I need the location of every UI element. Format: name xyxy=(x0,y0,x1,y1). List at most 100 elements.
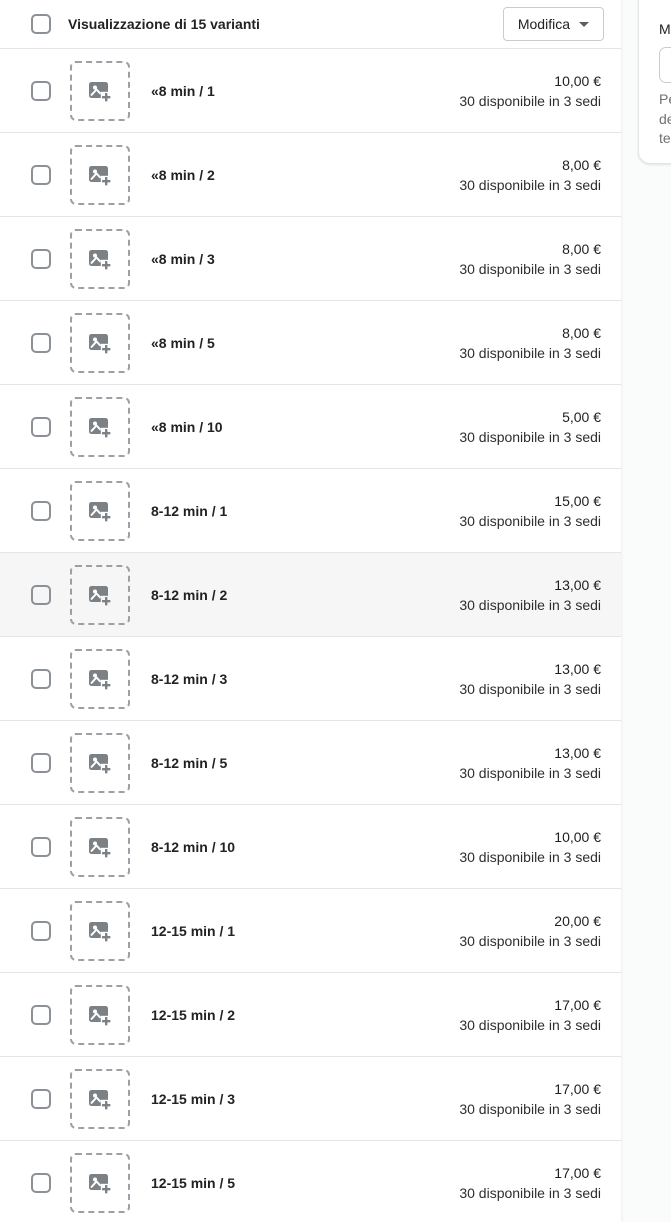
variant-details: 10,00 € 30 disponibile in 3 sedi xyxy=(459,827,601,867)
variant-row: 8-12 min / 1 15,00 € 30 disponibile in 3… xyxy=(0,468,621,552)
variant-name[interactable]: 8-12 min / 1 xyxy=(151,502,228,519)
variant-checkbox[interactable] xyxy=(31,500,51,521)
variant-name[interactable]: «8 min / 1 xyxy=(151,82,215,99)
variant-price: 17,00 € xyxy=(554,1080,601,1097)
select-all-checkbox[interactable] xyxy=(31,14,51,34)
variant-checkbox[interactable] xyxy=(31,1172,51,1193)
variant-price: 15,00 € xyxy=(554,492,601,509)
variant-row: «8 min / 5 8,00 € 30 disponibile in 3 se… xyxy=(0,300,621,384)
add-variant-image-dropzone[interactable] xyxy=(70,60,130,121)
variant-availability: 30 disponibile in 3 sedi xyxy=(459,260,601,277)
variant-checkbox[interactable] xyxy=(31,752,51,773)
variant-name[interactable]: 12-15 min / 2 xyxy=(151,1006,236,1023)
variant-availability: 30 disponibile in 3 sedi xyxy=(459,596,601,613)
variant-name[interactable]: 12-15 min / 5 xyxy=(151,1174,236,1191)
variant-price: 17,00 € xyxy=(554,996,601,1013)
variant-price: 13,00 € xyxy=(554,576,601,593)
chevron-down-icon xyxy=(579,21,589,27)
variant-price: 20,00 € xyxy=(554,912,601,929)
variant-name[interactable]: 8-12 min / 3 xyxy=(151,670,228,687)
variant-checkbox[interactable] xyxy=(31,332,51,353)
variant-row: «8 min / 10 5,00 € 30 disponibile in 3 s… xyxy=(0,384,621,468)
add-image-icon xyxy=(89,921,113,944)
variant-availability: 30 disponibile in 3 sedi xyxy=(459,848,601,865)
variant-details: 15,00 € 30 disponibile in 3 sedi xyxy=(459,491,601,531)
variant-details: 20,00 € 30 disponibile in 3 sedi xyxy=(459,911,601,951)
variant-name[interactable]: «8 min / 5 xyxy=(151,334,215,351)
variant-price: 17,00 € xyxy=(554,1164,601,1181)
variant-name[interactable]: 12-15 min / 3 xyxy=(151,1090,236,1107)
variant-row: 12-15 min / 2 17,00 € 30 disponibile in … xyxy=(0,972,621,1056)
variant-name[interactable]: «8 min / 10 xyxy=(151,418,223,435)
variant-checkbox[interactable] xyxy=(31,584,51,605)
variants-panel: Visualizzazione di 15 varianti Modifica … xyxy=(0,7,621,1222)
add-variant-image-dropzone[interactable] xyxy=(70,228,130,289)
variant-checkbox[interactable] xyxy=(31,164,51,185)
variant-checkbox[interactable] xyxy=(31,248,51,269)
variant-price: 10,00 € xyxy=(554,828,601,845)
variant-details: 8,00 € 30 disponibile in 3 sedi xyxy=(459,323,601,363)
variant-availability: 30 disponibile in 3 sedi xyxy=(459,344,601,361)
variant-details: 17,00 € 30 disponibile in 3 sedi xyxy=(459,995,601,1035)
variant-price: 5,00 € xyxy=(562,408,601,425)
variant-availability: 30 disponibile in 3 sedi xyxy=(459,1016,601,1033)
add-variant-image-dropzone[interactable] xyxy=(70,1068,130,1129)
edit-button-label: Modifica xyxy=(517,16,570,32)
variant-row: 12-15 min / 5 17,00 € 30 disponibile in … xyxy=(0,1140,621,1222)
variant-details: 8,00 € 30 disponibile in 3 sedi xyxy=(459,239,601,279)
add-variant-image-dropzone[interactable] xyxy=(70,396,130,457)
variant-availability: 30 disponibile in 3 sedi xyxy=(459,92,601,109)
variant-name[interactable]: 8-12 min / 5 xyxy=(151,754,228,771)
add-image-icon xyxy=(89,1089,113,1112)
variant-availability: 30 disponibile in 3 sedi xyxy=(459,1100,601,1117)
add-variant-image-dropzone[interactable] xyxy=(70,564,130,625)
variant-checkbox[interactable] xyxy=(31,920,51,941)
add-image-icon xyxy=(89,753,113,776)
variant-checkbox[interactable] xyxy=(31,836,51,857)
add-image-icon xyxy=(89,1005,113,1028)
add-variant-image-dropzone[interactable] xyxy=(70,1152,130,1213)
variant-details: 10,00 € 30 disponibile in 3 sedi xyxy=(459,71,601,111)
side-card-input[interactable] xyxy=(659,47,671,83)
side-card-helper-text: Pe de te xyxy=(659,91,671,146)
variant-name[interactable]: 8-12 min / 2 xyxy=(151,586,228,603)
add-variant-image-dropzone[interactable] xyxy=(70,900,130,961)
variants-count-title: Visualizzazione di 15 varianti xyxy=(68,16,260,32)
variant-row: «8 min / 3 8,00 € 30 disponibile in 3 se… xyxy=(0,216,621,300)
add-variant-image-dropzone[interactable] xyxy=(70,312,130,373)
add-variant-image-dropzone[interactable] xyxy=(70,144,130,205)
variant-name[interactable]: «8 min / 3 xyxy=(151,250,215,267)
variant-row: 8-12 min / 2 13,00 € 30 disponibile in 3… xyxy=(0,552,621,636)
add-image-icon xyxy=(89,417,113,440)
variant-availability: 30 disponibile in 3 sedi xyxy=(459,512,601,529)
variant-details: 13,00 € 30 disponibile in 3 sedi xyxy=(459,743,601,783)
add-variant-image-dropzone[interactable] xyxy=(70,648,130,709)
variant-details: 5,00 € 30 disponibile in 3 sedi xyxy=(459,407,601,447)
variant-row: 8-12 min / 3 13,00 € 30 disponibile in 3… xyxy=(0,636,621,720)
edit-dropdown-button[interactable]: Modifica xyxy=(502,7,604,41)
variant-price: 8,00 € xyxy=(562,156,601,173)
add-image-icon xyxy=(89,669,113,692)
variant-checkbox[interactable] xyxy=(31,1088,51,1109)
variant-checkbox[interactable] xyxy=(31,668,51,689)
add-variant-image-dropzone[interactable] xyxy=(70,816,130,877)
variant-checkbox[interactable] xyxy=(31,416,51,437)
variant-row: «8 min / 2 8,00 € 30 disponibile in 3 se… xyxy=(0,132,621,216)
add-variant-image-dropzone[interactable] xyxy=(70,480,130,541)
variant-name[interactable]: «8 min / 2 xyxy=(151,166,215,183)
variant-details: 8,00 € 30 disponibile in 3 sedi xyxy=(459,155,601,195)
variant-checkbox[interactable] xyxy=(31,80,51,101)
variant-details: 13,00 € 30 disponibile in 3 sedi xyxy=(459,575,601,615)
add-image-icon xyxy=(89,585,113,608)
variant-row: 12-15 min / 1 20,00 € 30 disponibile in … xyxy=(0,888,621,972)
variant-name[interactable]: 12-15 min / 1 xyxy=(151,922,236,939)
add-image-icon xyxy=(89,1173,113,1196)
add-variant-image-dropzone[interactable] xyxy=(70,732,130,793)
variant-checkbox[interactable] xyxy=(31,1004,51,1025)
variant-price: 13,00 € xyxy=(554,744,601,761)
add-image-icon xyxy=(89,81,113,104)
add-variant-image-dropzone[interactable] xyxy=(70,984,130,1045)
variant-name[interactable]: 8-12 min / 10 xyxy=(151,838,236,855)
side-card: M Pe de te xyxy=(638,0,671,164)
variant-details: 17,00 € 30 disponibile in 3 sedi xyxy=(459,1163,601,1203)
